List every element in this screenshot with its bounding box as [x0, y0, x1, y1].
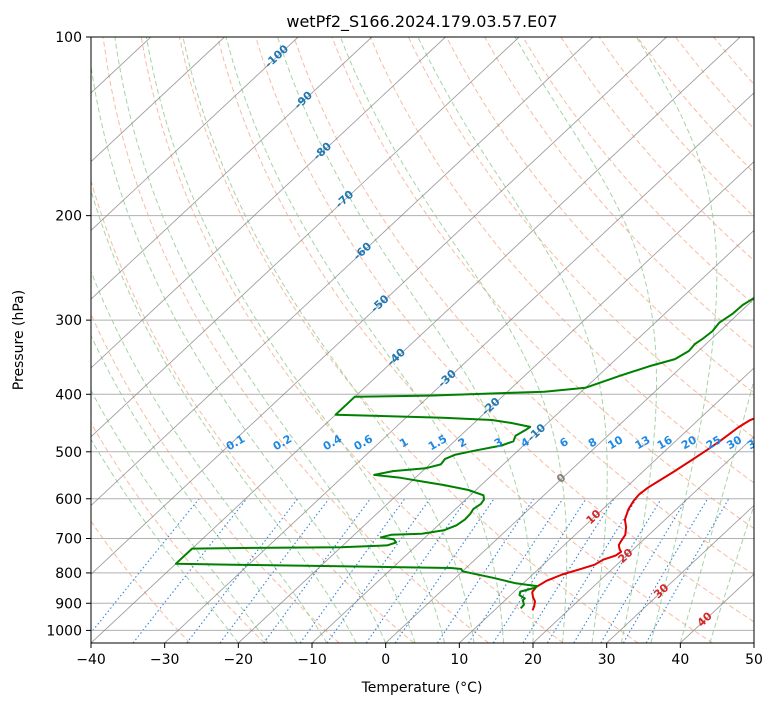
chart-title: wetPf2_S166.2024.179.03.57.E07 [286, 12, 557, 32]
x-axis-label: Temperature (°C) [361, 680, 483, 696]
dry-adiabat-line [140, 37, 564, 643]
x-tick-label: −30 [150, 652, 180, 668]
isotherm-line [91, 37, 299, 232]
x-tick-label: 20 [524, 652, 542, 668]
isotherm-line [606, 504, 754, 643]
mixing-ratio-line [546, 498, 637, 643]
x-tick-label: 0 [381, 652, 390, 668]
moist-adiabat-line [145, 37, 446, 643]
moist-adiabat-line [182, 37, 475, 643]
isotherm-line [91, 37, 225, 163]
mixing-ratio-line [299, 498, 406, 643]
moist-adiabat-line [114, 37, 416, 643]
y-tick-label: 300 [55, 313, 82, 329]
x-tick-label: −20 [224, 652, 254, 668]
dry-adiabat-line [407, 37, 754, 439]
moist-adiabat-line [91, 62, 387, 643]
mixing-ratio-line [573, 498, 662, 643]
y-tick-label: 800 [55, 566, 82, 582]
isotherm-line [164, 92, 754, 643]
moist-adiabat-line [679, 377, 754, 643]
dewpoint-profile-line [174, 296, 754, 610]
isotherm-line [91, 37, 373, 300]
moist-adiabat-line [417, 37, 608, 643]
moist-adiabat-line [91, 334, 298, 643]
isotherm-line [385, 298, 754, 643]
dry-adiabat-line [293, 37, 754, 576]
y-tick-label: 1000 [46, 623, 82, 639]
moist-adiabat-line [709, 504, 754, 643]
mixing-ratio-line [132, 498, 248, 643]
pressure-gridlines [91, 37, 754, 631]
isotherms [91, 37, 754, 643]
isotherm-line [91, 37, 667, 575]
dry-adiabat-line [91, 520, 191, 643]
moist-adiabat-line [91, 188, 357, 643]
dry-adiabat-line [255, 37, 754, 623]
x-tick-label: 40 [671, 652, 689, 668]
moist-adiabat-line [635, 37, 718, 643]
dry-adiabat-line [178, 37, 639, 643]
y-tick-label: 900 [55, 596, 82, 612]
mixing-ratio-label: 36 [745, 433, 765, 452]
isotherm-line [91, 37, 594, 507]
isotherm-line [91, 37, 520, 438]
plot-frame [90, 36, 755, 644]
moist-adiabat-line [91, 389, 269, 643]
mixing-ratio-line [263, 498, 371, 643]
isotherm-line [311, 229, 754, 643]
isotherm-line [91, 37, 446, 369]
moist-adiabat-line [277, 37, 534, 643]
y-tick-label: 700 [55, 532, 82, 548]
moist-adiabat-line [91, 269, 328, 643]
plot-area: -100-90-80-70-60-50-40-30-20-10010203040… [91, 37, 765, 643]
isotherm-line [459, 367, 754, 643]
x-tick-label: 10 [450, 652, 468, 668]
mixing-ratio-line [600, 498, 688, 643]
x-tick-label: −40 [76, 652, 106, 668]
isotherm-line [532, 436, 754, 643]
mixing-ratio-lines [91, 498, 730, 643]
isotherm-line [238, 161, 754, 643]
mixing-ratio-line [326, 498, 431, 643]
y-tick-label: 500 [55, 445, 82, 461]
temperature-profile-line [531, 417, 754, 611]
y-axis-ticks: 100 200 300 400 500 600 700 800 900 1000 [46, 30, 91, 639]
x-axis-ticks: −40 −30 −20 −10 0 10 20 30 40 50 [76, 643, 763, 668]
moist-adiabat-line [339, 37, 568, 643]
mixing-ratio-line [436, 498, 535, 643]
x-tick-label: 50 [745, 652, 763, 668]
y-tick-label: 600 [55, 492, 82, 508]
dry-adiabat-line [91, 312, 340, 643]
dry-adiabat-line [484, 37, 754, 350]
x-tick-label: −10 [297, 652, 327, 668]
profile-series [174, 296, 754, 611]
moist-adiabats [91, 37, 754, 643]
x-tick-label: 30 [598, 652, 616, 668]
moist-adiabat-line [91, 438, 239, 643]
y-tick-label: 400 [55, 387, 82, 403]
y-axis-label: Pressure (hPa) [11, 290, 27, 390]
isotherm-line [91, 37, 741, 643]
dry-adiabat-line [91, 422, 265, 643]
moist-adiabat-line [225, 37, 504, 643]
dry-adiabat-line [217, 37, 713, 643]
mixing-ratio-line [91, 498, 200, 634]
y-tick-label: 100 [55, 30, 82, 46]
moist-adiabat-line [514, 37, 657, 643]
y-tick-label: 200 [55, 209, 82, 225]
dry-adiabat-line [102, 37, 489, 643]
mixing-ratio-line [522, 498, 615, 643]
